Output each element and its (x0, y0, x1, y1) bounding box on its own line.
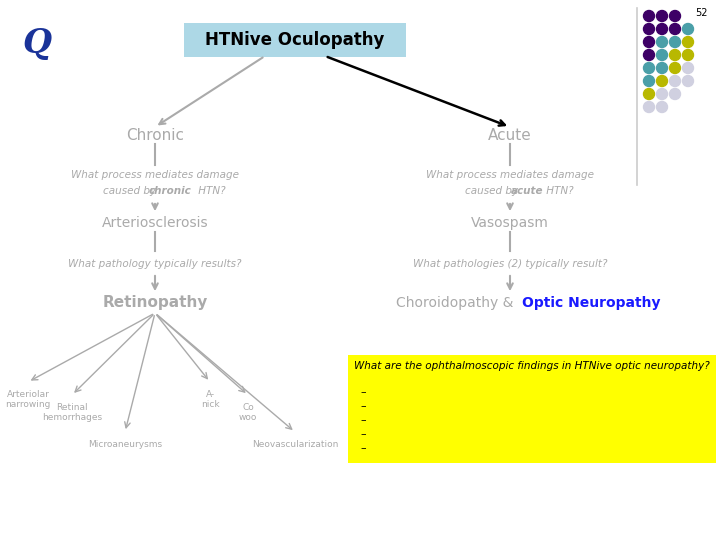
Circle shape (657, 24, 667, 35)
Text: acute: acute (511, 186, 544, 196)
Circle shape (657, 89, 667, 99)
Circle shape (683, 37, 693, 48)
Text: 52: 52 (696, 8, 708, 18)
Circle shape (644, 24, 654, 35)
Text: –: – (360, 443, 366, 453)
Text: What pathologies (2) typically result?: What pathologies (2) typically result? (413, 259, 607, 269)
Text: Chronic: Chronic (126, 127, 184, 143)
Text: Neovascularization: Neovascularization (252, 440, 338, 449)
Circle shape (657, 76, 667, 86)
Circle shape (644, 10, 654, 22)
Text: –: – (360, 429, 366, 439)
FancyBboxPatch shape (184, 23, 406, 57)
Circle shape (670, 10, 680, 22)
Text: caused by: caused by (103, 186, 159, 196)
Text: Optic Neuropathy: Optic Neuropathy (522, 296, 660, 310)
Circle shape (670, 89, 680, 99)
Text: Retinopathy: Retinopathy (102, 295, 207, 310)
Text: Vasospasm: Vasospasm (471, 216, 549, 230)
Text: Acute: Acute (488, 127, 532, 143)
Circle shape (644, 50, 654, 60)
Text: HTNive Oculopathy: HTNive Oculopathy (205, 31, 384, 49)
Text: –: – (360, 401, 366, 411)
Circle shape (670, 50, 680, 60)
Text: Microaneurysms: Microaneurysms (88, 440, 162, 449)
Text: caused by: caused by (465, 186, 521, 196)
Circle shape (670, 24, 680, 35)
Circle shape (670, 76, 680, 86)
Text: Co
woo: Co woo (239, 403, 257, 422)
Circle shape (644, 89, 654, 99)
Circle shape (657, 63, 667, 73)
Text: Retinal
hemorrhages: Retinal hemorrhages (42, 403, 102, 422)
Text: A-
nick: A- nick (201, 390, 220, 409)
Text: chronic: chronic (149, 186, 192, 196)
Text: What process mediates damage: What process mediates damage (71, 170, 239, 180)
Circle shape (683, 76, 693, 86)
Text: What process mediates damage: What process mediates damage (426, 170, 594, 180)
Circle shape (657, 37, 667, 48)
FancyBboxPatch shape (348, 355, 716, 463)
Circle shape (670, 37, 680, 48)
Text: HTN?: HTN? (195, 186, 225, 196)
Circle shape (657, 50, 667, 60)
Text: What pathology typically results?: What pathology typically results? (68, 259, 242, 269)
Circle shape (683, 63, 693, 73)
Circle shape (657, 10, 667, 22)
Circle shape (683, 50, 693, 60)
Circle shape (683, 24, 693, 35)
Text: –: – (360, 387, 366, 397)
Text: HTN?: HTN? (543, 186, 574, 196)
Circle shape (644, 63, 654, 73)
Circle shape (670, 63, 680, 73)
Text: –: – (360, 415, 366, 425)
Text: Arteriosclerosis: Arteriosclerosis (102, 216, 208, 230)
Text: Choroidopathy &: Choroidopathy & (396, 296, 518, 310)
Text: What are the ophthalmoscopic findings in HTNive optic neuropathy?: What are the ophthalmoscopic findings in… (354, 361, 710, 371)
Circle shape (644, 102, 654, 112)
Circle shape (644, 37, 654, 48)
Text: Q: Q (22, 28, 51, 60)
Circle shape (657, 102, 667, 112)
Text: Arteriolar
narrowing: Arteriolar narrowing (5, 390, 50, 409)
Circle shape (644, 76, 654, 86)
